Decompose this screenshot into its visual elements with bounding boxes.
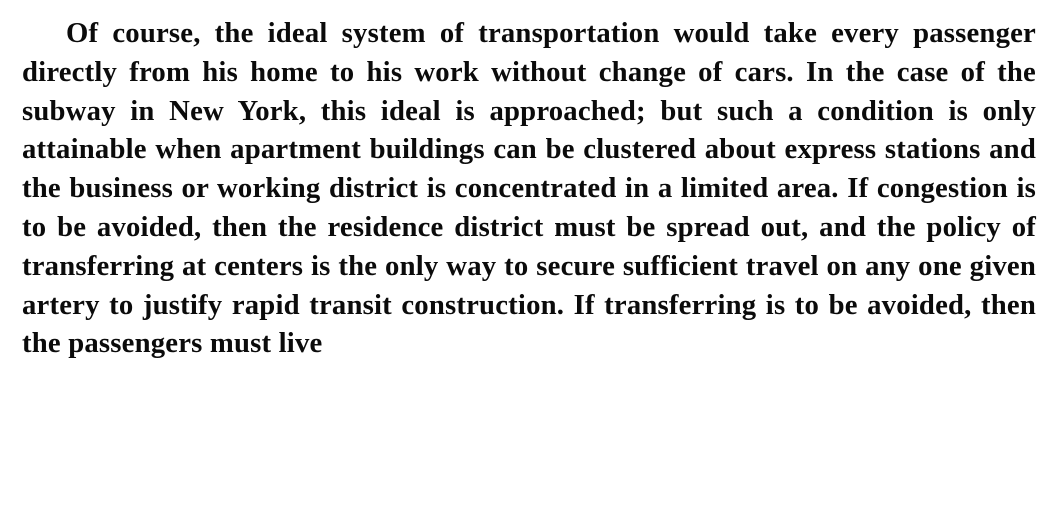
body-paragraph: Of course, the ideal system of transport… (22, 14, 1036, 363)
document-page: Of course, the ideal system of transport… (0, 0, 1058, 520)
